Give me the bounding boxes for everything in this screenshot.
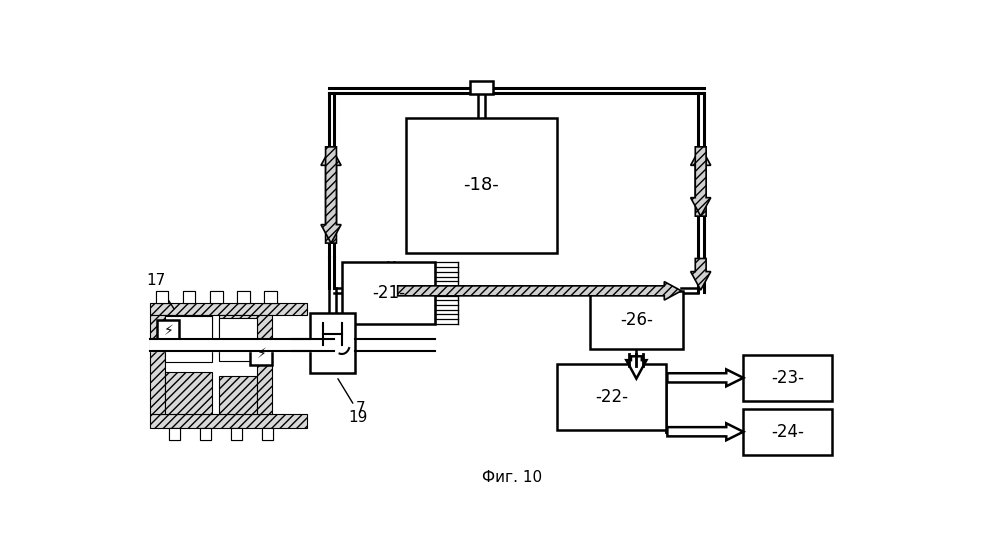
Bar bbox=[251, 343, 272, 365]
Bar bbox=[231, 428, 242, 440]
Bar bbox=[231, 428, 242, 440]
Bar bbox=[220, 318, 257, 361]
Bar bbox=[200, 428, 211, 440]
Bar bbox=[210, 291, 223, 303]
Bar bbox=[156, 291, 168, 303]
Bar bbox=[557, 364, 665, 430]
Bar bbox=[165, 372, 212, 414]
Bar bbox=[158, 320, 179, 342]
Bar bbox=[156, 291, 168, 303]
Bar bbox=[183, 291, 196, 303]
Text: -23-: -23- bbox=[771, 369, 804, 387]
Bar bbox=[200, 428, 211, 440]
Bar bbox=[165, 316, 212, 362]
Text: ⚡: ⚡ bbox=[257, 347, 266, 361]
Bar bbox=[265, 291, 277, 303]
FancyArrow shape bbox=[690, 258, 710, 290]
Bar bbox=[265, 291, 277, 303]
Bar bbox=[743, 355, 832, 401]
Bar bbox=[743, 409, 832, 455]
Bar bbox=[220, 376, 257, 414]
Text: Фиг. 10: Фиг. 10 bbox=[482, 470, 541, 486]
Text: ⚡: ⚡ bbox=[164, 324, 173, 338]
Bar bbox=[150, 414, 307, 428]
Bar bbox=[150, 303, 307, 316]
Bar bbox=[589, 292, 683, 349]
FancyArrow shape bbox=[690, 147, 710, 216]
Text: -26-: -26- bbox=[620, 311, 652, 329]
FancyArrow shape bbox=[398, 282, 681, 300]
Text: -18-: -18- bbox=[464, 177, 500, 194]
Text: -24-: -24- bbox=[771, 423, 804, 441]
Bar bbox=[220, 316, 257, 354]
Bar bbox=[210, 291, 223, 303]
Bar bbox=[237, 291, 250, 303]
FancyArrow shape bbox=[321, 147, 341, 243]
Bar bbox=[165, 316, 212, 358]
Bar bbox=[262, 428, 273, 440]
Bar bbox=[310, 313, 355, 373]
Text: -22-: -22- bbox=[595, 388, 628, 406]
Bar bbox=[183, 291, 196, 303]
Bar bbox=[237, 291, 250, 303]
Text: -21-: -21- bbox=[372, 284, 405, 302]
FancyArrow shape bbox=[321, 147, 341, 243]
Bar bbox=[257, 316, 272, 414]
Bar bbox=[150, 316, 165, 414]
Bar bbox=[470, 81, 493, 94]
Bar bbox=[406, 118, 556, 253]
Text: 19: 19 bbox=[348, 410, 368, 425]
FancyArrow shape bbox=[667, 424, 743, 440]
FancyArrow shape bbox=[690, 147, 710, 216]
FancyArrow shape bbox=[667, 370, 743, 386]
Bar bbox=[169, 428, 180, 440]
Text: 7: 7 bbox=[356, 401, 366, 416]
Text: 17: 17 bbox=[147, 273, 174, 309]
FancyArrow shape bbox=[626, 356, 646, 378]
Bar bbox=[342, 262, 435, 324]
Bar bbox=[262, 428, 273, 440]
Bar bbox=[169, 428, 180, 440]
